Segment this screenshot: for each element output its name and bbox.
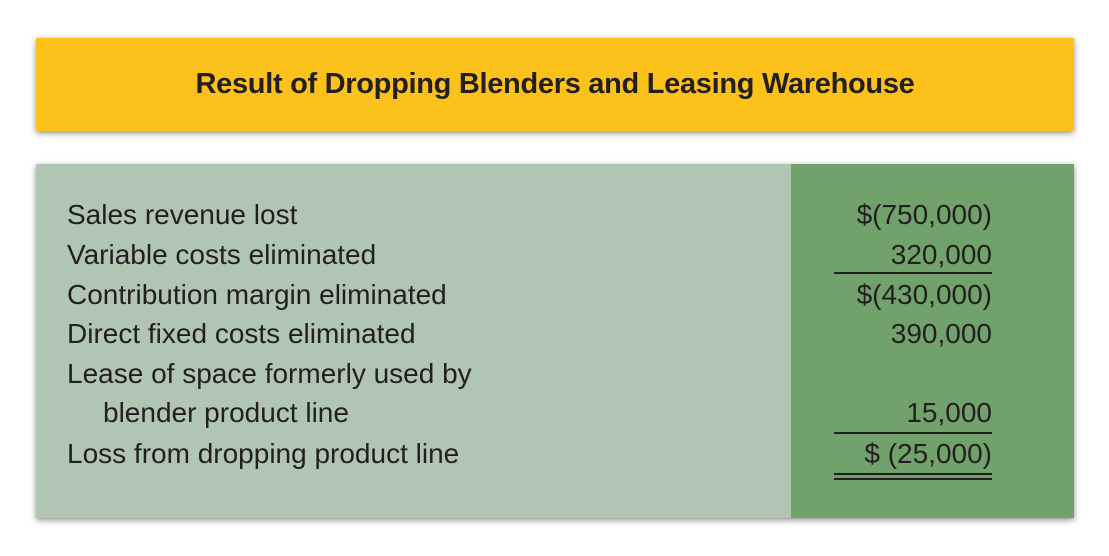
title-banner: Result of Dropping Blenders and Leasing … xyxy=(36,38,1074,131)
page-title: Result of Dropping Blenders and Leasing … xyxy=(195,68,915,100)
row-label-contribution-margin-eliminated: Contribution margin eliminated xyxy=(67,279,447,310)
single-underline xyxy=(834,272,992,274)
row-value-variable-costs-eliminated: 320,000 xyxy=(890,239,992,270)
row-label-direct-fixed-costs-eliminated: Direct fixed costs eliminated xyxy=(67,318,416,349)
row-value-sales-revenue-lost: $(750,000) xyxy=(856,199,992,230)
double-underline xyxy=(834,473,992,480)
row-label-blender-product-line: blender product line xyxy=(103,397,349,428)
row-value-contribution-margin-eliminated: $(430,000) xyxy=(856,279,992,310)
label-column: Sales revenue lost Variable costs elimin… xyxy=(36,164,791,518)
row-label-lease-of-space: Lease of space formerly used by xyxy=(67,358,472,389)
row-label-loss-from-dropping: Loss from dropping product line xyxy=(67,438,460,469)
value-column: $(750,000) 320,000 $(430,000) 390,000 15… xyxy=(791,164,1074,518)
row-value-direct-fixed-costs-eliminated: 390,000 xyxy=(890,318,992,349)
result-table: Sales revenue lost Variable costs elimin… xyxy=(36,164,1074,518)
row-label-variable-costs-eliminated: Variable costs eliminated xyxy=(67,239,377,270)
row-value-loss-from-dropping: $ (25,000) xyxy=(864,438,992,469)
single-underline xyxy=(834,432,992,434)
row-value-blender-product-line: 15,000 xyxy=(906,397,992,428)
row-label-sales-revenue-lost: Sales revenue lost xyxy=(67,199,298,230)
